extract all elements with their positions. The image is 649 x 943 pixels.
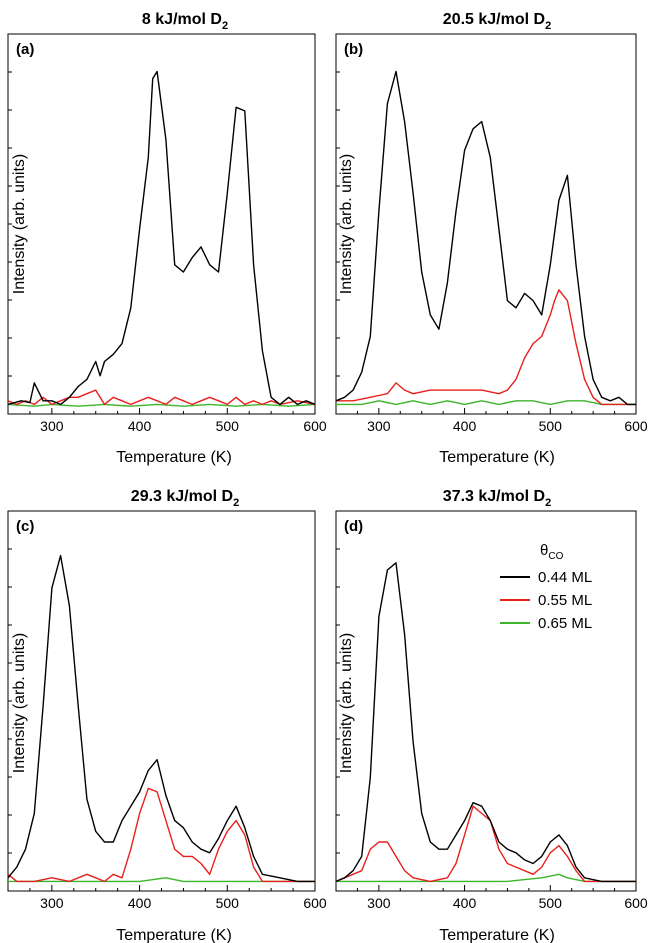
- panel-c-lines: [7, 554, 315, 883]
- panel-a-ylabel: Intensity (arb. units): [11, 154, 28, 295]
- panel-b: 20.5 kJ/mol D2 (b) Intensity (arb. units…: [335, 11, 648, 466]
- panel-a: 8 kJ/mol D2 (a) Intensity (arb. units) T…: [7, 11, 327, 466]
- panel-a-lines: [7, 70, 316, 407]
- panel-a-series-055: [7, 389, 316, 406]
- panel-b-xlabel: Temperature (K): [439, 449, 555, 466]
- panel-c-frame: [7, 510, 316, 892]
- panel-b-xtick-label: 500: [539, 418, 563, 434]
- panel-d-series-065: [336, 873, 636, 883]
- panel-b-series-055: [336, 289, 636, 406]
- panel-d-series-044: [335, 562, 636, 883]
- legend-title: θCO: [540, 542, 564, 562]
- panel-b-lines: [335, 70, 636, 406]
- legend-label-065: 0.65 ML: [538, 615, 592, 632]
- panel-c-xtick-label: 400: [128, 895, 152, 911]
- panel-c-ticks: 300 400 500 600: [7, 548, 327, 911]
- panel-d-xtick-label: 400: [453, 895, 477, 911]
- panel-a-label: (a): [16, 41, 34, 58]
- panel-c-xtick-label: 300: [40, 895, 64, 911]
- panel-b-ylabel: Intensity (arb. units): [338, 154, 355, 295]
- panel-a-xtick-label: 400: [128, 418, 152, 434]
- legend-label-044: 0.44 ML: [538, 569, 592, 586]
- panel-c-title: 29.3 kJ/mol D2: [131, 488, 239, 509]
- panel-d-lines: [335, 562, 636, 883]
- legend: θCO 0.44 ML 0.55 ML 0.65 ML: [500, 542, 592, 632]
- panel-d-ylabel: Intensity (arb. units): [338, 633, 355, 774]
- panel-a-series-044: [7, 70, 316, 406]
- panel-d-title: 37.3 kJ/mol D2: [443, 488, 551, 509]
- panel-b-series-065: [336, 400, 636, 406]
- panel-d-frame: [335, 510, 637, 892]
- panel-c: 29.3 kJ/mol D2 (c) Intensity (arb. units…: [7, 488, 327, 943]
- panel-c-series-044: [7, 554, 315, 883]
- panel-d-ticks: 300 400 500 600: [335, 548, 648, 911]
- panel-c-ylabel: Intensity (arb. units): [11, 633, 28, 774]
- panel-c-xtick-label: 500: [216, 895, 240, 911]
- panel-c-label: (c): [16, 518, 34, 535]
- panel-a-title: 8 kJ/mol D2: [142, 11, 228, 32]
- panel-b-title: 20.5 kJ/mol D2: [443, 11, 551, 32]
- legend-label-055: 0.55 ML: [538, 592, 592, 609]
- panel-d-series-055: [335, 805, 636, 883]
- panel-c-series-055: [7, 787, 315, 883]
- panel-c-xlabel: Temperature (K): [116, 927, 232, 943]
- panel-d-xtick-label: 300: [367, 895, 391, 911]
- panel-b-xtick-label: 400: [453, 418, 477, 434]
- panel-a-frame: [7, 33, 316, 415]
- panel-b-ticks: 300 400 500 600: [335, 71, 648, 434]
- panel-d-xtick-label: 600: [624, 895, 648, 911]
- panel-a-ticks: 300 400 500 600: [7, 71, 327, 434]
- panel-b-series-044: [335, 70, 636, 406]
- panel-d: 37.3 kJ/mol D2 (d) Intensity (arb. units…: [335, 488, 648, 943]
- panel-d-xtick-label: 500: [539, 895, 563, 911]
- panel-b-label: (b): [344, 41, 363, 58]
- panel-a-xtick-label: 300: [40, 418, 64, 434]
- panel-a-xtick-label: 500: [216, 418, 240, 434]
- panel-a-xtick-label: 600: [303, 418, 327, 434]
- panel-b-frame: [335, 33, 637, 415]
- panel-c-xtick-label: 600: [303, 895, 327, 911]
- panel-b-xtick-label: 600: [624, 418, 648, 434]
- panel-a-series-065: [7, 403, 316, 407]
- panel-d-label: (d): [344, 518, 363, 535]
- panel-d-xlabel: Temperature (K): [439, 927, 555, 943]
- panel-b-xtick-label: 300: [367, 418, 391, 434]
- panel-a-xlabel: Temperature (K): [116, 449, 232, 466]
